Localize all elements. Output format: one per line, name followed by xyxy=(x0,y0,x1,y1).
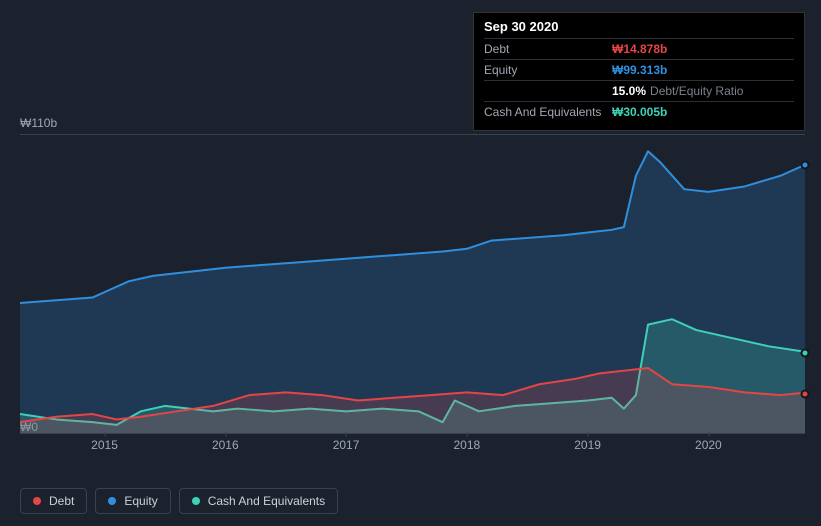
tooltip-row: 15.0%Debt/Equity Ratio xyxy=(484,80,794,101)
tooltip-label xyxy=(484,84,612,98)
debt-equity-chart: ₩110b ₩0 201520162017201820192020 xyxy=(20,120,805,465)
tooltip-row: Debt₩14.878b xyxy=(484,38,794,59)
tooltip-value: ₩14.878b xyxy=(612,42,667,56)
chart-svg xyxy=(20,135,805,433)
tooltip-row: Cash And Equivalents₩30.005b xyxy=(484,101,794,122)
tooltip-date: Sep 30 2020 xyxy=(484,19,794,34)
x-tick: 2016 xyxy=(212,438,239,452)
legend-dot-icon xyxy=(108,497,116,505)
chart-plot-area[interactable] xyxy=(20,134,805,434)
y-axis-max: ₩110b xyxy=(20,116,57,130)
tooltip-value: ₩99.313b xyxy=(612,63,667,77)
tooltip-value: 15.0%Debt/Equity Ratio xyxy=(612,84,743,98)
tooltip-note: Debt/Equity Ratio xyxy=(650,84,743,98)
tooltip-label: Debt xyxy=(484,42,612,56)
x-tick: 2015 xyxy=(91,438,118,452)
chart-tooltip: Sep 30 2020 Debt₩14.878bEquity₩99.313b15… xyxy=(473,12,805,131)
tooltip-row: Equity₩99.313b xyxy=(484,59,794,80)
tooltip-value: ₩30.005b xyxy=(612,105,667,119)
x-tick: 2018 xyxy=(453,438,480,452)
x-tick: 2017 xyxy=(333,438,360,452)
legend-label: Cash And Equivalents xyxy=(208,494,325,508)
end-marker-debt xyxy=(801,390,810,399)
x-tick: 2019 xyxy=(574,438,601,452)
chart-legend: Debt Equity Cash And Equivalents xyxy=(20,488,338,514)
x-axis: 2015 2016 2017 2018 2019 2020 xyxy=(20,438,805,458)
tooltip-label: Cash And Equivalents xyxy=(484,105,612,119)
legend-item-equity[interactable]: Equity xyxy=(95,488,170,514)
legend-dot-icon xyxy=(33,497,41,505)
legend-label: Debt xyxy=(49,494,74,508)
x-tick: 2020 xyxy=(695,438,722,452)
legend-item-debt[interactable]: Debt xyxy=(20,488,87,514)
tooltip-label: Equity xyxy=(484,63,612,77)
legend-item-cash-and-equivalents[interactable]: Cash And Equivalents xyxy=(179,488,338,514)
end-marker-cash-and-equivalents xyxy=(801,349,810,358)
end-marker-equity xyxy=(801,161,810,170)
legend-dot-icon xyxy=(192,497,200,505)
legend-label: Equity xyxy=(124,494,157,508)
